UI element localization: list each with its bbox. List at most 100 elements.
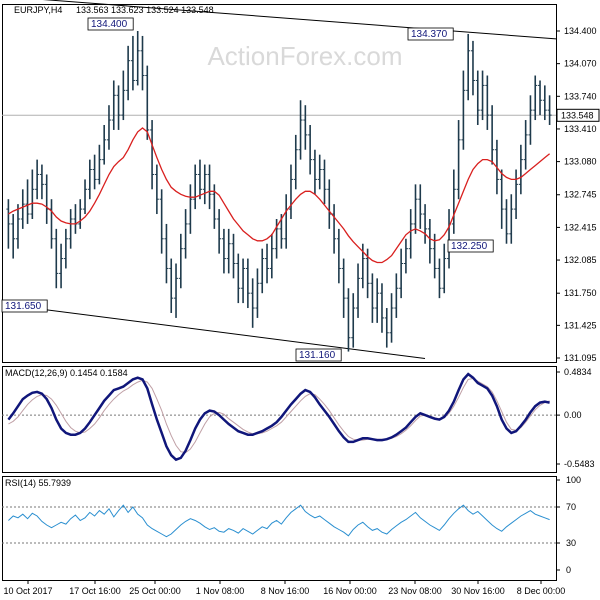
candle	[197, 159, 202, 200]
label-132250-box	[447, 239, 494, 253]
candle	[121, 70, 126, 121]
x-tick-label: 10 Oct 2017	[3, 586, 52, 596]
candle	[221, 228, 226, 274]
label-132250: 132.250	[451, 241, 488, 252]
x-tick-label: 30 Nov 16:00	[451, 586, 505, 596]
candle	[490, 105, 495, 165]
price-tick-label: 131.750	[564, 288, 597, 298]
candle	[423, 204, 428, 244]
candle	[178, 233, 183, 289]
candle	[30, 169, 35, 219]
ohlc-label: 133.563 133.623 133.524 133.548	[76, 5, 214, 15]
price-tick-label: 132.415	[564, 222, 597, 232]
candle	[542, 85, 547, 121]
label-134370: 134.370	[411, 29, 448, 40]
macd-tick-label: 0.00	[564, 410, 582, 420]
price-tick-label: 133.740	[564, 91, 597, 101]
candle	[207, 164, 212, 210]
candle	[389, 293, 394, 343]
candle	[140, 35, 145, 91]
candle	[217, 209, 222, 254]
candle	[322, 159, 327, 205]
candle	[78, 199, 83, 229]
rsi-tick-label: 70	[566, 502, 576, 512]
candle	[68, 209, 73, 249]
candle	[126, 45, 131, 101]
candle	[475, 70, 480, 125]
rsi-line	[8, 504, 550, 538]
x-tick-label: 8 Nov 16:00	[261, 586, 310, 596]
candle	[25, 179, 30, 224]
current-price-box	[556, 108, 600, 122]
symbol-label: EURJPY,H4	[14, 5, 62, 15]
candle	[528, 95, 533, 145]
candle	[87, 159, 92, 200]
candle	[116, 85, 121, 130]
candle	[15, 204, 20, 249]
macd-tick-label: 0.4834	[564, 367, 592, 377]
candle	[499, 169, 504, 229]
rsi-tick-label: 100	[566, 475, 581, 485]
rsi-tick-label: 30	[566, 538, 576, 548]
candle	[341, 258, 346, 318]
candle	[226, 228, 231, 274]
candle	[154, 164, 159, 215]
candle	[97, 144, 102, 185]
candle	[413, 184, 418, 234]
candle	[54, 228, 59, 289]
upper-trendline	[42, 0, 557, 40]
candle	[202, 164, 207, 205]
candle	[6, 199, 11, 249]
moving-average-line	[8, 127, 551, 264]
current-price-value: 133.548	[561, 110, 594, 120]
candle	[442, 243, 447, 294]
candle	[327, 179, 332, 229]
candle	[63, 228, 68, 269]
candle	[427, 218, 432, 264]
rsi-panel	[2, 476, 557, 581]
candle	[130, 35, 135, 91]
macd-line	[7, 372, 550, 462]
candle	[336, 228, 341, 284]
candle	[298, 100, 303, 160]
candle	[523, 120, 528, 170]
candle	[284, 194, 289, 249]
candle	[159, 189, 164, 254]
price-tick-label: 131.425	[564, 320, 597, 330]
price-tick-label: 134.400	[564, 26, 597, 36]
candle	[193, 164, 198, 210]
candle	[518, 144, 523, 195]
candle	[399, 248, 404, 299]
price-panel	[2, 4, 557, 363]
x-tick-label: 8 Dec 00:00	[517, 586, 566, 596]
label-134400: 134.400	[91, 19, 128, 30]
watermark: ActionForex.com	[207, 41, 402, 71]
candle	[303, 105, 308, 150]
macd-panel	[2, 366, 557, 473]
candle	[255, 268, 260, 318]
candle	[111, 80, 116, 130]
label-131650-box	[1, 299, 48, 313]
candle	[461, 70, 466, 150]
price-tick-label: 134.070	[564, 59, 597, 69]
candle	[174, 263, 179, 318]
candle	[437, 258, 442, 299]
candle	[135, 31, 140, 86]
candle	[274, 218, 279, 259]
candle	[504, 199, 509, 244]
candle	[269, 233, 274, 279]
candle	[485, 75, 490, 130]
label-131160: 131.160	[299, 350, 336, 361]
price-tick-label: 133.080	[564, 157, 597, 167]
candle	[456, 120, 461, 200]
candle	[547, 95, 552, 125]
x-tick-label: 17 Oct 16:00	[69, 586, 121, 596]
lower-trendline	[1, 303, 426, 359]
candle	[533, 75, 538, 121]
rsi-title: RSI(14) 55.7939	[5, 478, 71, 488]
candle	[370, 273, 375, 323]
candle	[394, 273, 399, 318]
candle	[538, 80, 543, 116]
